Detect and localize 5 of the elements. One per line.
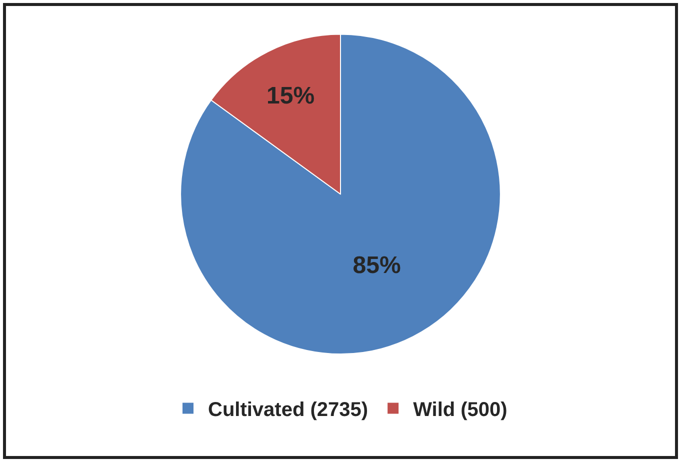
legend-label: Cultivated (2735) xyxy=(208,399,368,422)
data-label: 85% xyxy=(352,252,401,279)
data-label: 15% xyxy=(266,82,315,110)
pie-slice xyxy=(180,34,501,354)
legend-label: Wild (500) xyxy=(413,399,508,422)
